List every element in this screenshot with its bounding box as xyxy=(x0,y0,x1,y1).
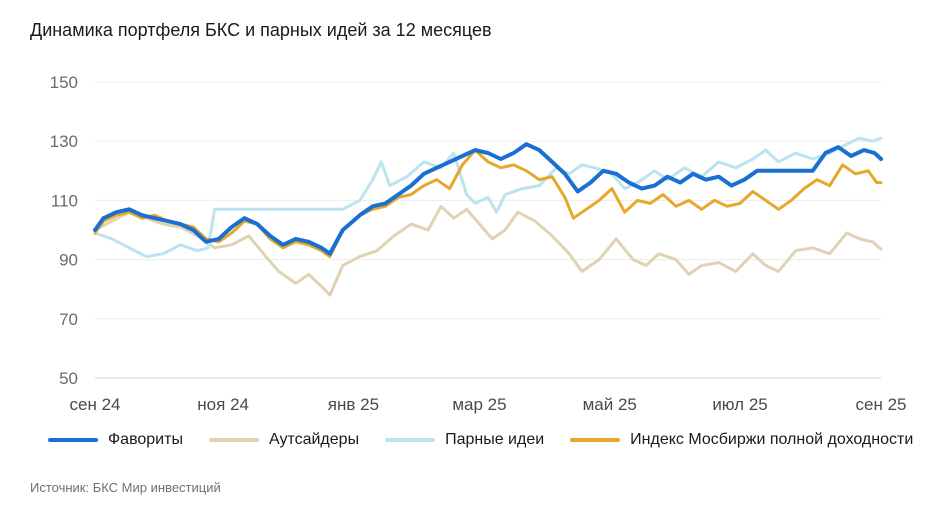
x-tick-label: янв 25 xyxy=(328,395,379,414)
legend-label: Индекс Мосбиржи полной доходности xyxy=(630,431,914,448)
y-tick-label: 50 xyxy=(59,369,78,388)
y-axis-ticks: 50 70 90 110 130 150 xyxy=(50,73,78,388)
legend-swatch xyxy=(385,438,436,442)
x-tick-label: сен 24 xyxy=(70,395,121,414)
legend-item-moex-index: Индекс Мосбиржи полной доходности xyxy=(570,431,913,449)
y-tick-label: 150 xyxy=(50,73,78,92)
legend-item-outsiders: Аутсайдеры xyxy=(208,431,360,449)
series-line xyxy=(93,204,883,297)
series-line xyxy=(93,136,883,259)
series-lines xyxy=(93,136,883,297)
x-tick-label: сен 25 xyxy=(856,395,907,414)
y-tick-label: 90 xyxy=(59,251,78,270)
x-tick-label: май 25 xyxy=(583,395,637,414)
y-tick-label: 110 xyxy=(51,191,78,210)
x-tick-label: ноя 24 xyxy=(197,395,249,414)
legend-label: Аутсайдеры xyxy=(268,431,360,448)
legend-item-favorites: Фавориты xyxy=(48,431,183,449)
legend-swatch xyxy=(570,438,621,442)
legend-label: Парные идеи xyxy=(445,431,545,448)
legend: Фавориты Аутсайдеры Парные идеи Индекс М… xyxy=(48,431,913,449)
y-tick-label: 70 xyxy=(59,310,78,329)
legend-label: Фавориты xyxy=(108,431,183,448)
legend-swatch xyxy=(208,438,259,442)
legend-swatch xyxy=(48,438,98,442)
legend-item-pair-ideas: Парные идеи xyxy=(385,431,544,449)
x-axis-ticks: сен 24 ноя 24 янв 25 мар 25 май 25 июл 25 сен … xyxy=(70,395,907,414)
x-tick-label: мар 25 xyxy=(452,395,506,414)
series-line xyxy=(93,142,883,256)
y-tick-label: 130 xyxy=(50,132,78,151)
chart-title: Динамика портфеля БКС и парных идей за 1… xyxy=(30,20,492,40)
series-line xyxy=(93,148,883,259)
source-note: Источник: БКС Мир инвестиций xyxy=(30,480,221,495)
x-tick-label: июл 25 xyxy=(712,395,767,414)
